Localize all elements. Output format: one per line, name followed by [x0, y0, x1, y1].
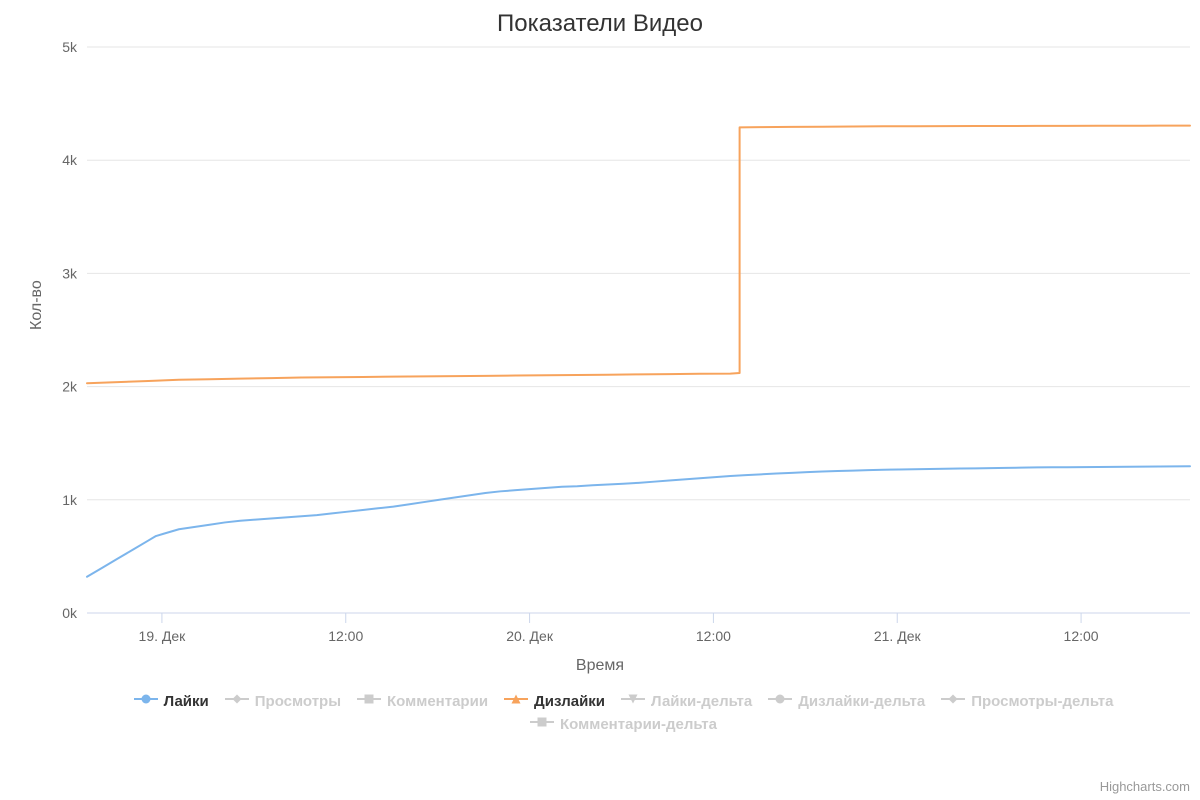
legend-label: Просмотры-дельта	[971, 693, 1113, 710]
legend-item-4[interactable]: Лайки-дельта	[613, 690, 760, 713]
legend-symbol-icon	[621, 692, 645, 711]
svg-text:21. Дек: 21. Дек	[874, 628, 922, 644]
legend-symbol-icon	[504, 692, 528, 711]
legend-label: Лайки-дельта	[651, 693, 752, 710]
svg-text:2k: 2k	[62, 379, 78, 395]
svg-text:20. Дек: 20. Дек	[506, 628, 554, 644]
svg-text:12:00: 12:00	[696, 628, 731, 644]
legend-item-3[interactable]: Дизлайки	[496, 690, 613, 713]
credits-link[interactable]: Highcharts.com	[1100, 779, 1190, 794]
series-Лайки[interactable]	[87, 466, 1190, 576]
legend-item-2[interactable]: Комментарии	[349, 690, 496, 713]
legend-item-0[interactable]: Лайки	[126, 690, 217, 713]
legend-item-1[interactable]: Просмотры	[217, 690, 349, 713]
legend-item-5[interactable]: Дизлайки-дельта	[760, 690, 933, 713]
svg-text:3k: 3k	[62, 265, 78, 281]
legend-symbol-icon	[530, 715, 554, 734]
legend-label: Дизлайки-дельта	[798, 693, 925, 710]
svg-text:1k: 1k	[62, 492, 78, 508]
svg-text:5k: 5k	[62, 39, 78, 55]
yaxis-title: Кол-во	[28, 280, 46, 330]
legend-symbol-icon	[768, 692, 792, 711]
legend-label: Просмотры	[255, 693, 341, 710]
video-metrics-chart: Показатели Видео 0k1k2k3k4k5k19. Дек12:0…	[0, 0, 1200, 800]
legend-symbol-icon	[357, 692, 381, 711]
legend-label: Комментарии	[387, 693, 488, 710]
chart-plot-svg[interactable]: 0k 1k 2k 3k 4k 5k 19. Дек 12:00 20. Дек 12:00 21. …	[0, 0, 1200, 800]
chart-legend: Лайки Просмотры Комментарии Дизлайки Лайки-д…	[67, 690, 1180, 736]
svg-text:12:00: 12:00	[328, 628, 363, 644]
legend-item-7[interactable]: Комментарии-дельта	[522, 713, 725, 736]
legend-item-6[interactable]: Просмотры-дельта	[933, 690, 1121, 713]
series-Дизлайки[interactable]	[87, 126, 1190, 384]
xaxis-title: Время	[0, 657, 1200, 675]
svg-text:0k: 0k	[62, 605, 78, 621]
svg-text:19. Дек: 19. Дек	[139, 628, 187, 644]
legend-label: Комментарии-дельта	[560, 716, 717, 733]
legend-symbol-icon	[134, 692, 158, 711]
legend-label: Дизлайки	[534, 693, 605, 710]
svg-text:12:00: 12:00	[1064, 628, 1099, 644]
svg-text:4k: 4k	[62, 152, 78, 168]
legend-symbol-icon	[941, 692, 965, 711]
legend-symbol-icon	[225, 692, 249, 711]
legend-label: Лайки	[164, 693, 209, 710]
